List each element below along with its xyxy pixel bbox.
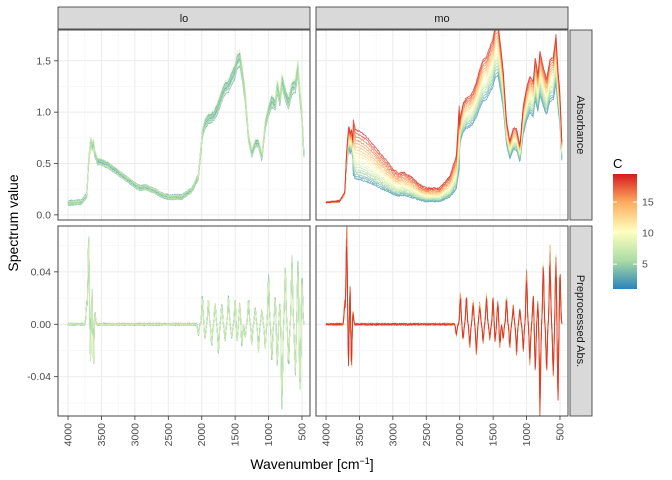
legend-tick-label: 10 <box>642 228 654 240</box>
legend-title: C <box>613 156 622 171</box>
y-tick-label: 1.0 <box>36 107 51 119</box>
x-tick-label: 1500 <box>230 423 242 447</box>
row-strip-preprocessed: Preprocessed Abs. <box>569 225 593 417</box>
legend-colorbar <box>613 174 637 289</box>
series-line-c12 <box>67 64 305 205</box>
x-tick-label: 2000 <box>454 423 466 447</box>
column-strip-lo: lo <box>57 6 311 30</box>
panel-mo-preprocessed <box>315 225 569 417</box>
x-tick-label: 2000 <box>196 423 208 447</box>
column-label-lo: lo <box>180 13 189 25</box>
x-tick-label: 500 <box>554 423 566 441</box>
column-label-mo: mo <box>434 13 449 25</box>
panel-mo-absorbance <box>315 29 569 221</box>
x-tick-label: 3500 <box>96 423 108 447</box>
x-tick-label: 3500 <box>354 423 366 447</box>
legend-ticks: 5 10 15 <box>613 196 654 271</box>
row-label-absorbance: Absorbance <box>574 96 586 155</box>
x-axis-title: Wavenumber [cm−1] <box>250 456 373 472</box>
y-tick-label: 0.00 <box>31 319 52 331</box>
y-tick-labels: 0.0 0.5 1.0 1.5 -0.04 0.00 0.04 <box>27 55 58 383</box>
y-tick-label: 0.5 <box>36 158 51 170</box>
series-group <box>325 30 563 205</box>
y-axis-title: Spectrum value <box>5 174 21 271</box>
legend-tick-label: 5 <box>642 259 648 271</box>
panel-border <box>315 29 569 221</box>
row-label-preprocessed: Preprocessed Abs. <box>574 275 586 367</box>
x-tick-label: 1500 <box>488 423 500 447</box>
series-line-c13 <box>67 48 305 204</box>
x-tick-label: 1000 <box>521 423 533 447</box>
panel-background <box>58 30 310 220</box>
panel-lo-preprocessed <box>57 225 311 417</box>
panel-border <box>315 225 569 417</box>
legend: C 5 10 15 <box>613 156 654 289</box>
row-strip-absorbance: Absorbance <box>569 29 593 221</box>
column-strip-mo: mo <box>315 6 569 30</box>
x-tick-label: 4000 <box>63 423 75 447</box>
y-tick-label: 0.04 <box>31 266 52 278</box>
x-tick-label: 3000 <box>387 423 399 447</box>
panels <box>57 29 569 417</box>
series-group <box>67 48 305 207</box>
panel-background <box>316 226 568 416</box>
y-tick-label: 1.5 <box>36 55 51 67</box>
y-tick-label: -0.04 <box>27 371 51 383</box>
series-line-c17 <box>325 246 563 401</box>
series-group <box>325 226 563 416</box>
series-group <box>67 236 305 410</box>
x-tick-label: 500 <box>296 423 308 441</box>
panel-lo-absorbance <box>57 29 311 221</box>
y-tick-label: 0.0 <box>36 209 51 221</box>
x-tick-label: 2500 <box>163 423 175 447</box>
x-axis-title-superscript: −1 <box>360 456 370 466</box>
x-tick-label: 4000 <box>321 423 333 447</box>
x-tick-labels: 4000 3500 3000 2500 2000 1500 1000 500 4000 3500 3… <box>63 416 566 447</box>
panel-background <box>58 226 310 416</box>
legend-tick-label: 15 <box>642 196 654 208</box>
x-tick-label: 1000 <box>263 423 275 447</box>
series-line-c17 <box>325 30 563 204</box>
x-tick-label: 3000 <box>129 423 141 447</box>
panel-border <box>57 225 311 417</box>
panel-border <box>57 29 311 221</box>
x-axis-title-end: ] <box>370 456 374 472</box>
series-line-c13 <box>67 236 305 396</box>
x-tick-label: 2500 <box>421 423 433 447</box>
